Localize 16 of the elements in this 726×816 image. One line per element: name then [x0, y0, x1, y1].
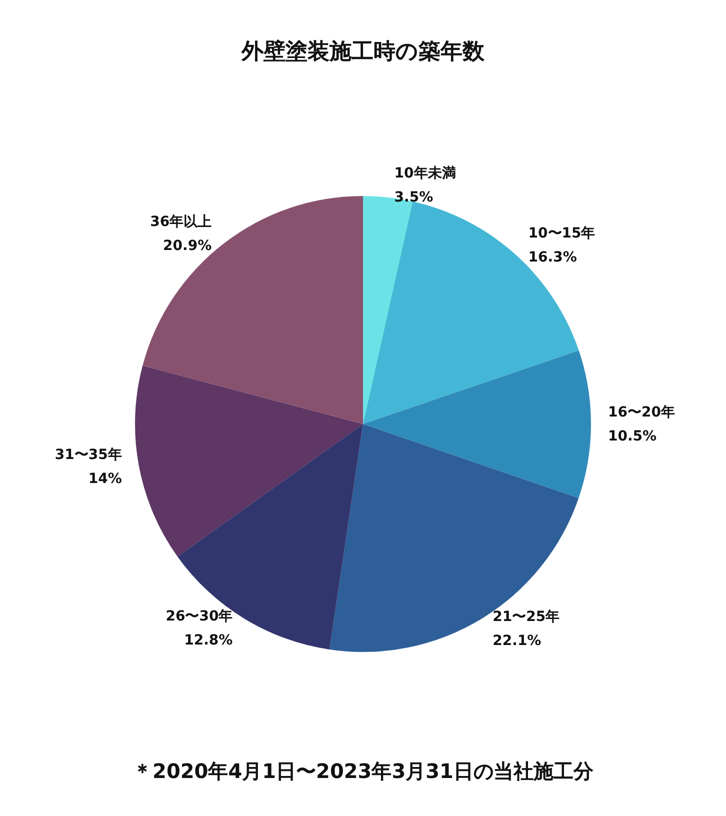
data-label: 3.5% [394, 189, 434, 206]
data-label: 14% [88, 471, 122, 488]
data-label: 10.5% [608, 428, 657, 444]
slice-label: 10〜15年 [528, 225, 596, 242]
data-label: 12.8% [184, 632, 233, 649]
slice-label: 16〜20年 [608, 404, 675, 420]
chart-title: 外壁塗装施工時の築年数 [240, 38, 486, 64]
data-label: 20.9% [163, 238, 212, 254]
slice-label: 26〜30年 [166, 608, 233, 625]
slice-label: 36年以上 [150, 214, 212, 230]
slice-label: 10年未満 [394, 165, 456, 182]
text: ＊2020年4月1日〜2023年3月31日の当社施工分 [132, 759, 594, 783]
data-label: 22.1% [492, 633, 542, 650]
slice-label: 31〜35年 [54, 447, 122, 464]
slice-label: 21〜25年 [492, 609, 560, 626]
data-label: 16.3% [528, 249, 577, 266]
